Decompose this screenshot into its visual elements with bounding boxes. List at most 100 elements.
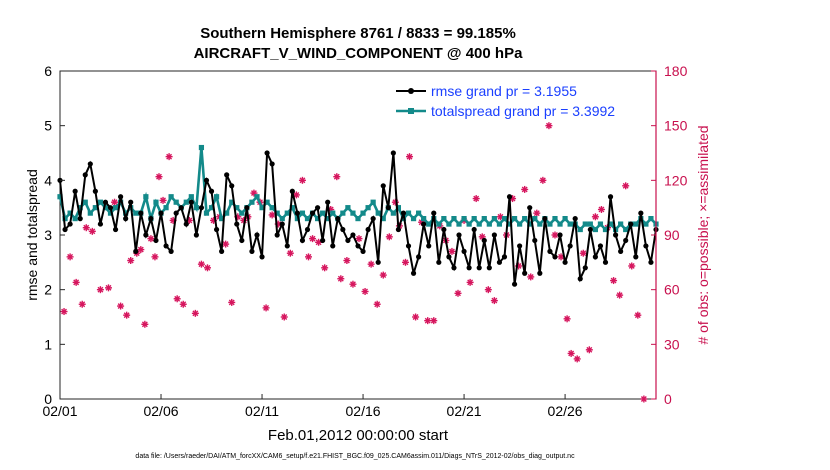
obs-stroke — [287, 250, 294, 257]
obs-point-22 — [179, 300, 187, 308]
rmse-point-84 — [481, 237, 487, 244]
totalspread-point-38 — [249, 199, 255, 205]
totalspread-point-94 — [532, 216, 538, 222]
obs-stroke — [580, 250, 587, 257]
totalspread-point-88 — [501, 216, 508, 222]
obs-point-8 — [111, 198, 119, 206]
totalspread-point-46 — [289, 205, 295, 211]
rmse-point-9 — [102, 199, 109, 205]
totalspread-point-25 — [183, 199, 189, 205]
obs-stroke — [222, 241, 229, 248]
obs-stroke — [198, 261, 205, 268]
y-left-tick-label-4: 4 — [44, 172, 52, 188]
obs-stroke — [73, 279, 80, 286]
obs-stroke — [564, 315, 571, 322]
obs-point-14 — [141, 320, 149, 328]
obs-point-50 — [343, 257, 351, 265]
totalspread-point-45 — [284, 210, 290, 216]
rmse-point-75 — [436, 259, 442, 265]
obs-point-92 — [591, 213, 599, 221]
rmse-point-15 — [133, 248, 139, 254]
totalspread-point-22 — [168, 194, 174, 200]
totalspread-point-105 — [587, 221, 593, 227]
totalspread-point-69 — [405, 210, 412, 216]
rmse-point-116 — [643, 243, 649, 249]
y-right-tick-label-3: 90 — [664, 227, 680, 243]
rmse-point-3 — [72, 188, 78, 194]
obs-point-51 — [349, 280, 357, 288]
obs-point-98 — [628, 262, 636, 270]
obs-stroke — [424, 317, 431, 324]
obs-point-40 — [286, 249, 294, 257]
obs-stroke — [337, 275, 344, 282]
obs-stroke — [152, 253, 158, 260]
rmse-point-68 — [400, 210, 407, 216]
obs-point-16 — [151, 253, 159, 261]
obs-stroke — [455, 290, 461, 297]
totalspread-point-90 — [511, 216, 518, 222]
totalspread-point-17 — [143, 194, 149, 200]
y-right-tick-label-5: 150 — [664, 118, 688, 134]
obs-point-99 — [634, 311, 642, 319]
obs-point-11 — [127, 257, 135, 265]
rmse-point-8 — [97, 221, 104, 227]
rmse-point-101 — [567, 243, 573, 249]
legend-rmse-marker — [408, 88, 414, 94]
totalspread-point-76 — [441, 216, 447, 222]
rmse-point-58 — [350, 232, 356, 238]
rmse-point-104 — [582, 265, 588, 271]
obs-stroke — [610, 277, 617, 284]
rmse-point-117 — [648, 259, 654, 265]
rmse-point-95 — [537, 270, 543, 276]
obs-point-65 — [430, 317, 438, 325]
rmse-point-47 — [294, 210, 300, 216]
totalspread-point-61 — [365, 205, 371, 211]
totalspread-point-73 — [426, 221, 432, 227]
rmse-point-92 — [522, 270, 528, 276]
obs-point-15 — [147, 235, 155, 243]
rmse-point-31 — [213, 226, 220, 233]
totalspread-point-54 — [330, 210, 336, 216]
obs-point-46 — [321, 264, 329, 272]
obs-stroke — [467, 279, 474, 286]
totalspread-point-11 — [112, 205, 119, 211]
obs-stroke — [123, 312, 130, 319]
y-right-tick-label-0: 0 — [664, 391, 672, 407]
obs-point-2 — [72, 278, 80, 286]
obs-stroke — [539, 177, 546, 184]
obs-point-82 — [533, 209, 541, 217]
rmse-point-54 — [330, 243, 336, 249]
totalspread-point-19 — [153, 199, 159, 205]
totalspread-point-42 — [269, 205, 275, 211]
obs-point-25 — [197, 260, 205, 268]
totalspread-point-117 — [648, 216, 654, 222]
rmse-point-13 — [123, 216, 129, 222]
obs-point-21 — [173, 295, 181, 303]
obs-point-17 — [155, 173, 163, 181]
rmse-point-36 — [239, 237, 245, 244]
rmse-point-34 — [229, 183, 235, 189]
obs-point-24 — [191, 309, 199, 317]
totalspread-point-1 — [62, 216, 68, 222]
totalspread-point-89 — [506, 221, 513, 227]
totalspread-point-109 — [607, 221, 614, 227]
totalspread-point-36 — [239, 210, 245, 216]
obs-point-89 — [573, 355, 581, 363]
obs-stroke — [402, 259, 409, 266]
obs-stroke — [89, 228, 96, 235]
obs-point-86 — [557, 253, 565, 261]
totalspread-point-93 — [527, 221, 533, 227]
totalspread-point-9 — [102, 205, 109, 211]
x-tick-label-3: 02/16 — [346, 403, 381, 419]
rmse-point-90 — [511, 281, 518, 287]
y-right-axis-ticks: 0 30 60 90 120 150 180 — [651, 63, 688, 407]
obs-point-88 — [567, 349, 575, 357]
totalspread-point-108 — [602, 226, 609, 233]
rmse-point-43 — [274, 232, 280, 238]
obs-stroke — [83, 224, 90, 231]
obs-point-10 — [123, 311, 131, 319]
totalspread-point-86 — [491, 216, 497, 222]
rmse-point-81 — [466, 265, 472, 271]
rmse-point-50 — [309, 210, 316, 216]
rmse-point-48 — [299, 237, 306, 244]
